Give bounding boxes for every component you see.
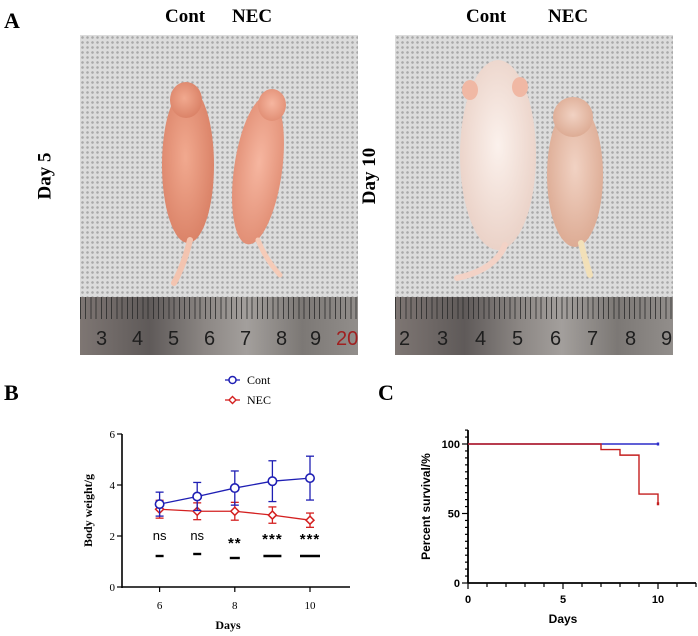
- y-tick-label: 0: [454, 578, 460, 590]
- x-tick-label: 5: [560, 594, 566, 606]
- panel-b-letter: B: [4, 380, 19, 405]
- photo2-day-label: Day 10: [359, 147, 381, 205]
- photo2-cont-label: Cont: [466, 6, 507, 27]
- ruler-number: 5: [168, 328, 180, 350]
- x-tick-label: 8: [232, 600, 238, 612]
- photo2-animals: [454, 60, 603, 281]
- panel-c-letter: C: [378, 380, 394, 405]
- ruler-number: 4: [475, 328, 487, 350]
- ruler-number: 6: [550, 328, 562, 350]
- y-tick-label: 2: [110, 531, 116, 543]
- significance-label: ***: [300, 531, 321, 548]
- ruler-number: 2: [399, 328, 411, 350]
- y-axis-label: Percent survival/%: [419, 453, 433, 560]
- x-tick-label: 10: [652, 594, 664, 606]
- data-point-cont: [304, 473, 315, 484]
- x-axis-label: Days: [549, 612, 578, 626]
- data-point-nec: [304, 515, 316, 526]
- ruler-number: 20: [336, 328, 358, 350]
- x-tick-label: 10: [305, 600, 317, 612]
- y-tick-label: 50: [448, 509, 460, 521]
- photo1-animals: [162, 82, 286, 286]
- data-point-cont: [229, 483, 240, 494]
- survival-curve-nec: [468, 443, 659, 504]
- y-axis-label: Body weight/g: [81, 474, 95, 547]
- ruler: 2 3 4 5 6 7 8 9: [395, 297, 673, 355]
- x-tick-label: 0: [465, 594, 471, 606]
- legend-marker-cont: [228, 375, 237, 385]
- cont-pup-day10: [454, 60, 536, 281]
- x-tick-label: 6: [157, 600, 163, 612]
- cont-pup-day5: [162, 82, 214, 286]
- data-point-cont: [267, 476, 278, 487]
- censor-mark: [656, 442, 660, 446]
- significance-label: **: [228, 535, 242, 552]
- photo-day10: 2 3 4 5 6 7 8 9: [395, 35, 673, 355]
- data-point-cont: [192, 491, 203, 502]
- significance-label: ns: [190, 528, 204, 543]
- data-point-cont: [154, 499, 165, 510]
- panel-a-letter: A: [4, 8, 20, 33]
- y-tick-label: 0: [110, 582, 116, 594]
- ruler-number: 6: [204, 328, 216, 350]
- ruler-number: 9: [310, 328, 322, 350]
- y-tick-label: 4: [110, 480, 116, 492]
- data-point-nec: [267, 510, 278, 521]
- y-tick-label: 100: [442, 439, 460, 451]
- ruler-number: 3: [437, 328, 449, 350]
- photo-day5: 3 4 5 6 7 8 9 20: [80, 35, 358, 355]
- ruler: 3 4 5 6 7 8 9 20: [80, 297, 358, 355]
- nec-pup-day5: [232, 89, 286, 278]
- legend-marker-nec: [228, 395, 237, 405]
- ruler-number: 5: [512, 328, 524, 350]
- censor-mark: [656, 502, 660, 506]
- legend-label: NEC: [247, 393, 271, 407]
- photo1-cont-label: Cont: [165, 6, 206, 27]
- photo2-nec-label: NEC: [548, 6, 589, 27]
- legend-label: Cont: [247, 373, 271, 387]
- ruler-number: 8: [625, 328, 637, 350]
- photo1-nec-label: NEC: [232, 6, 273, 27]
- nec-pup-day10: [547, 97, 603, 278]
- y-tick-label: 6: [110, 429, 116, 441]
- photo1-day-label: Day 5: [34, 152, 56, 200]
- ruler-number: 8: [276, 328, 288, 350]
- ruler-number: 4: [132, 328, 144, 350]
- data-point-nec: [229, 506, 240, 517]
- chart-survival: 0 50 100 0 5 10 Days Percent survival/%: [419, 429, 697, 626]
- ruler-number: 9: [661, 328, 673, 350]
- significance-label: ***: [262, 531, 283, 548]
- x-axis-label: Days: [215, 618, 241, 632]
- significance-label: ns: [153, 528, 167, 543]
- ruler-number: 7: [587, 328, 599, 350]
- ruler-number: 7: [240, 328, 252, 350]
- ruler-number: 3: [96, 328, 108, 350]
